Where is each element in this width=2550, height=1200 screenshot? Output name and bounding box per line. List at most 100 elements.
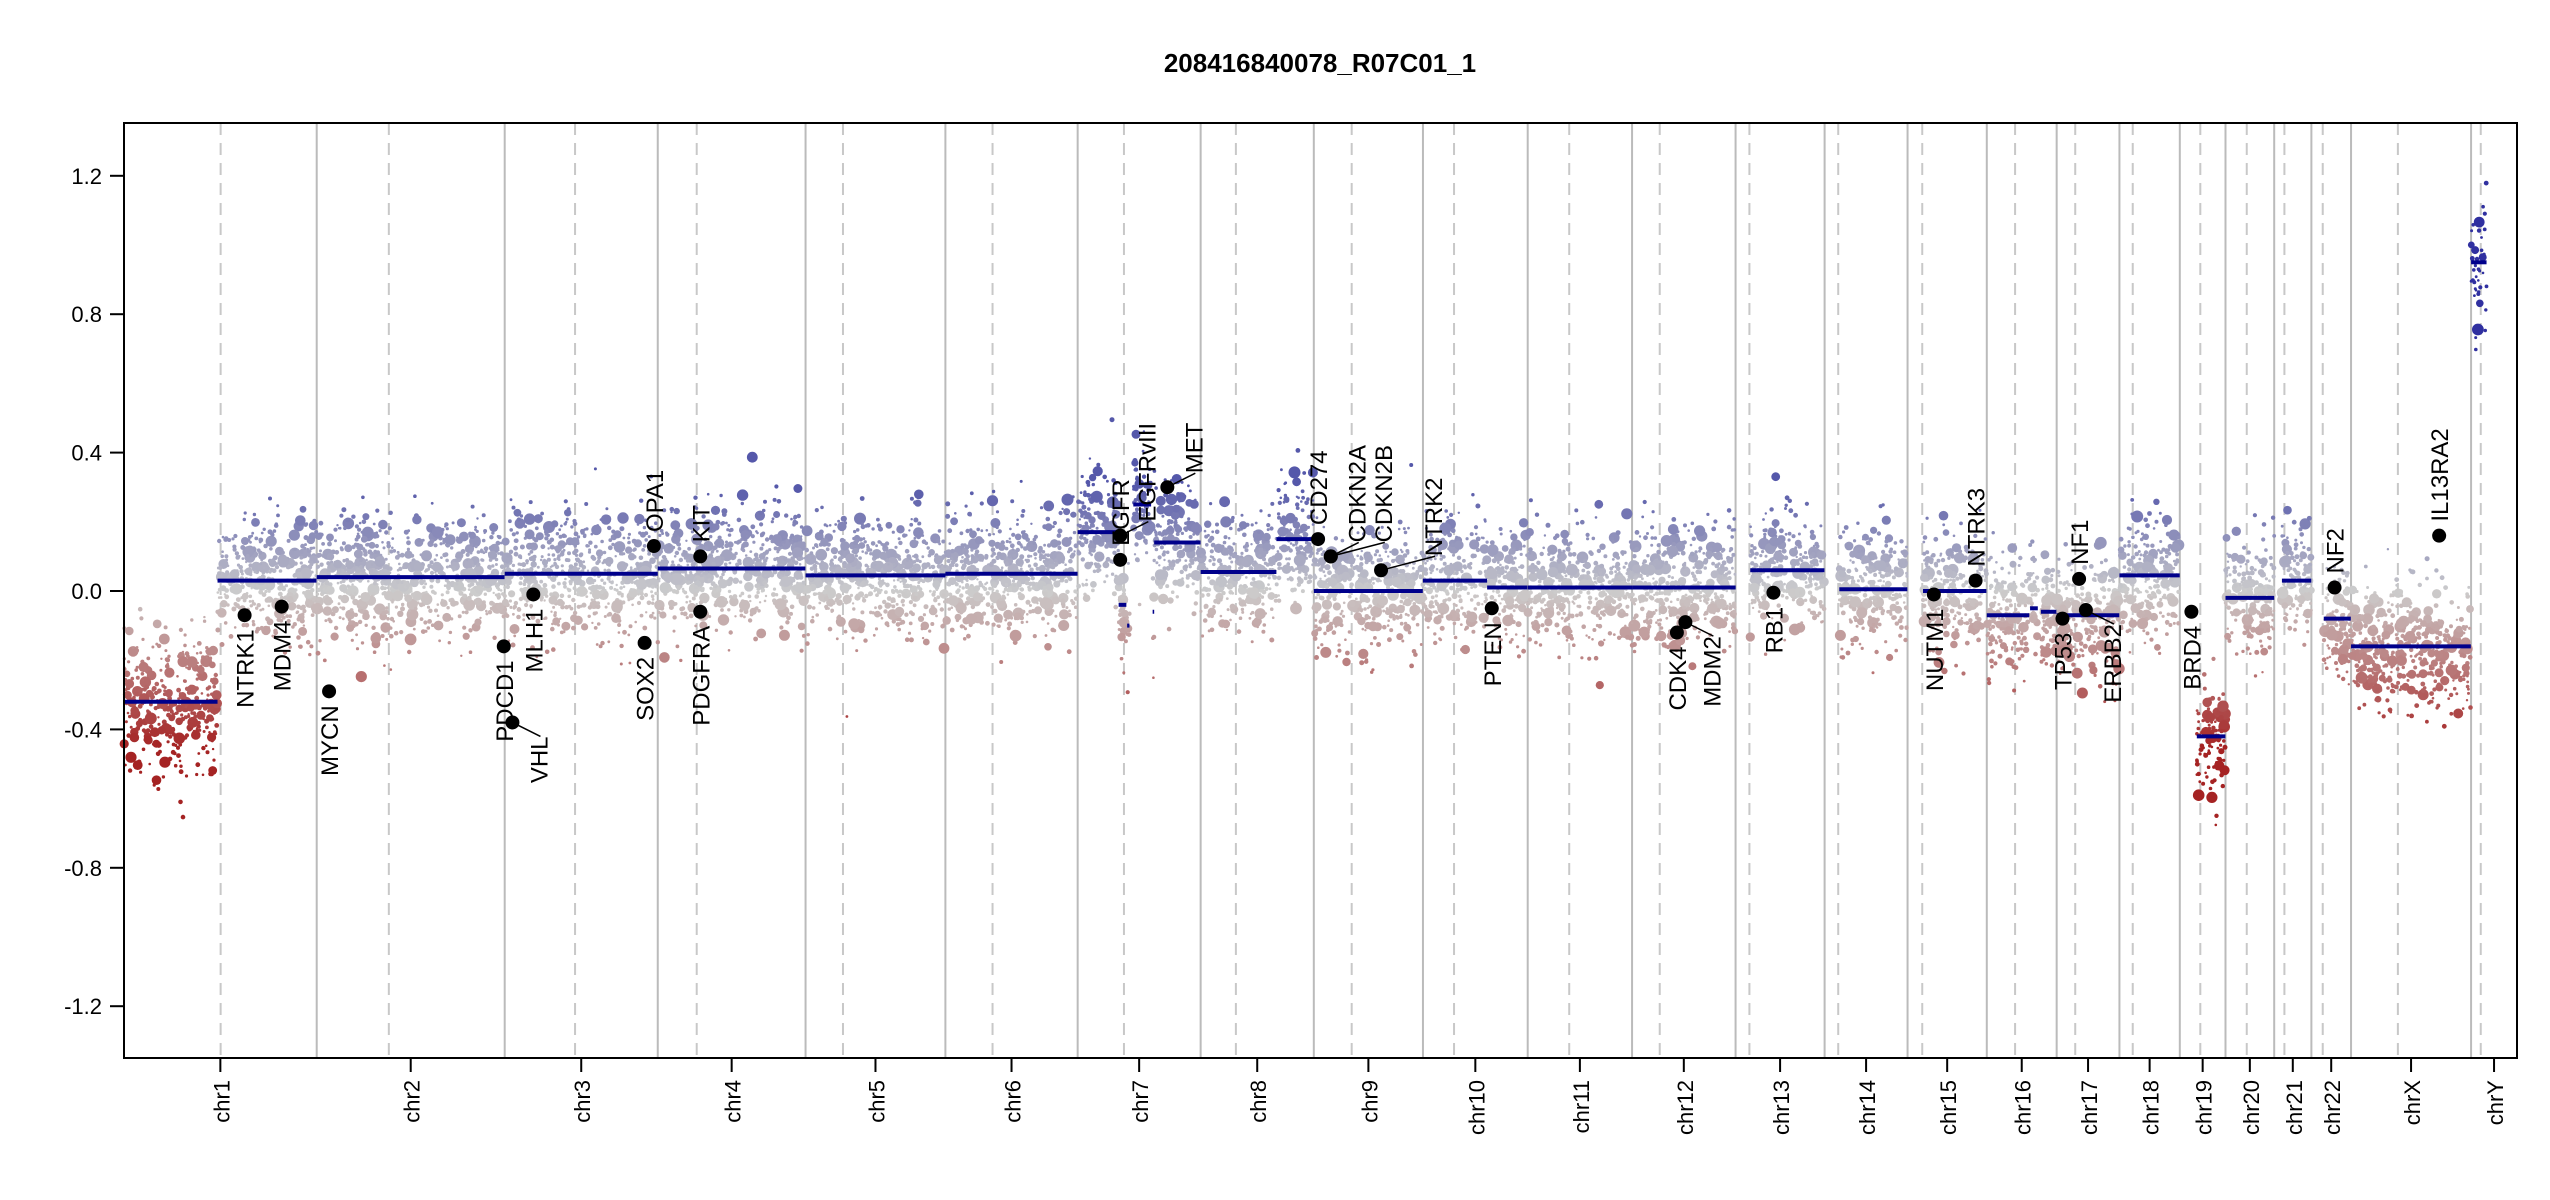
probe-point bbox=[1060, 598, 1066, 603]
probe-point bbox=[629, 588, 634, 592]
probe-point bbox=[989, 569, 993, 572]
probe-point bbox=[683, 570, 688, 574]
probe-point bbox=[357, 619, 363, 625]
probe-point bbox=[1027, 585, 1031, 589]
probe-point bbox=[1134, 557, 1140, 563]
probe-point bbox=[1185, 574, 1189, 577]
probe-point bbox=[1032, 537, 1037, 542]
probe-point bbox=[176, 687, 182, 693]
probe-point bbox=[156, 643, 162, 649]
probe-point bbox=[797, 622, 806, 631]
probe-point bbox=[823, 596, 829, 602]
probe-point bbox=[1364, 629, 1367, 632]
probe-point bbox=[1081, 501, 1085, 505]
probe-point bbox=[617, 512, 629, 524]
probe-point bbox=[1005, 539, 1009, 544]
probe-point bbox=[964, 600, 970, 606]
probe-point bbox=[787, 551, 793, 556]
probe-point bbox=[1229, 603, 1236, 610]
probe-point bbox=[1092, 534, 1103, 545]
probe-point bbox=[1392, 558, 1396, 562]
probe-point bbox=[1231, 591, 1235, 595]
probe-point bbox=[149, 727, 160, 738]
probe-point bbox=[902, 589, 906, 592]
probe-point bbox=[349, 608, 354, 612]
probe-point bbox=[469, 551, 473, 555]
probe-point bbox=[1029, 567, 1034, 572]
probe-point bbox=[1403, 598, 1412, 607]
probe-point bbox=[596, 559, 601, 564]
probe-point bbox=[607, 640, 611, 644]
probe-point bbox=[1279, 496, 1283, 500]
probe-point bbox=[946, 581, 951, 587]
probe-point bbox=[434, 571, 437, 574]
probe-point bbox=[917, 521, 922, 526]
probe-point bbox=[208, 645, 218, 656]
probe-point bbox=[1133, 553, 1137, 556]
probe-point bbox=[608, 580, 612, 583]
probe-point bbox=[479, 616, 482, 620]
probe-point bbox=[1242, 532, 1247, 538]
probe-point bbox=[354, 622, 359, 627]
probe-point bbox=[549, 592, 554, 597]
probe-point bbox=[374, 543, 379, 549]
probe-point bbox=[250, 587, 253, 590]
probe-point bbox=[211, 677, 219, 685]
probe-point bbox=[422, 579, 426, 583]
probe-point bbox=[908, 529, 911, 532]
probe-point bbox=[1210, 614, 1214, 619]
probe-point bbox=[1019, 479, 1023, 483]
probe-point bbox=[830, 558, 834, 562]
probe-point bbox=[627, 532, 632, 536]
probe-point bbox=[576, 535, 581, 539]
probe-point bbox=[1033, 552, 1038, 557]
probe-point bbox=[1319, 577, 1322, 580]
probe-point bbox=[843, 629, 848, 634]
probe-point bbox=[1289, 542, 1293, 545]
probe-point bbox=[505, 584, 510, 590]
probe-point bbox=[1296, 549, 1301, 555]
probe-point bbox=[801, 633, 806, 638]
probe-point bbox=[341, 578, 346, 584]
probe-point bbox=[236, 563, 241, 567]
probe-point bbox=[279, 595, 285, 601]
probe-point bbox=[1049, 586, 1053, 589]
probe-point bbox=[997, 529, 1002, 534]
probe-point bbox=[1363, 607, 1367, 611]
probe-point bbox=[715, 549, 719, 553]
probe-point bbox=[373, 581, 377, 586]
probe-point bbox=[249, 540, 252, 544]
probe-point bbox=[200, 660, 205, 665]
probe-point bbox=[642, 625, 648, 631]
probe-point bbox=[796, 513, 801, 519]
probe-point bbox=[289, 550, 295, 556]
probe-point bbox=[304, 543, 307, 547]
probe-point bbox=[635, 561, 640, 567]
probe-point bbox=[468, 628, 473, 633]
probe-point bbox=[1066, 649, 1072, 655]
probe-point bbox=[845, 715, 849, 718]
probe-point bbox=[437, 570, 442, 575]
probe-point bbox=[468, 650, 473, 654]
probe-point bbox=[440, 527, 445, 532]
probe-point bbox=[1190, 570, 1202, 581]
probe-point bbox=[564, 509, 572, 517]
probe-point bbox=[922, 613, 927, 617]
probe-point bbox=[365, 542, 370, 547]
probe-point bbox=[508, 590, 516, 598]
probe-point bbox=[550, 610, 553, 613]
probe-point bbox=[380, 582, 385, 586]
probe-point bbox=[793, 484, 803, 493]
probe-point bbox=[909, 522, 914, 527]
probe-point bbox=[183, 643, 187, 648]
probe-point bbox=[691, 596, 696, 601]
probe-point bbox=[771, 592, 776, 597]
probe-point bbox=[511, 569, 515, 573]
probe-point bbox=[1338, 584, 1343, 590]
probe-point bbox=[384, 590, 394, 601]
probe-point bbox=[1251, 610, 1255, 615]
probe-point bbox=[727, 523, 731, 527]
probe-point bbox=[1266, 528, 1270, 532]
probe-point bbox=[330, 560, 334, 564]
probe-point bbox=[348, 620, 353, 625]
